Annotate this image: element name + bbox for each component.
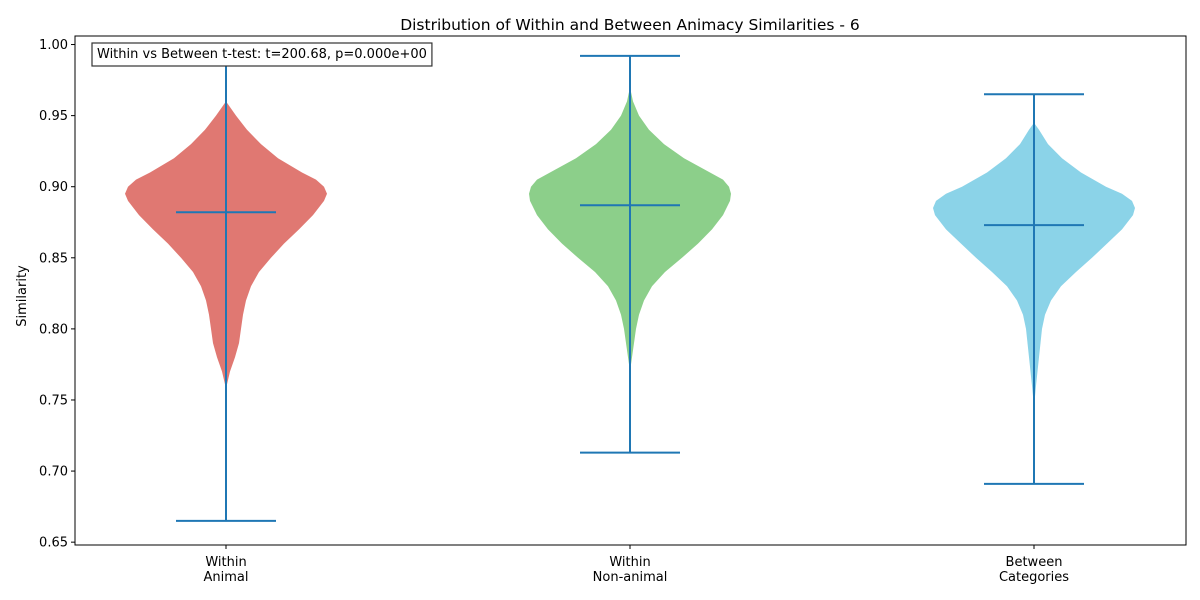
y-tick-label: 0.70 bbox=[39, 465, 68, 480]
y-tick-label: 0.95 bbox=[39, 109, 68, 124]
y-axis: 0.65 0.70 0.75 0.80 0.85 0.90 0.95 1.00 bbox=[39, 38, 75, 551]
x-tick-label: Between Categories bbox=[999, 555, 1069, 585]
t-test-annotation: Within vs Between t-test: t=200.68, p=0.… bbox=[97, 47, 427, 62]
y-axis-label: Similarity bbox=[15, 265, 30, 327]
statistics-lines-layer bbox=[176, 54, 1084, 522]
plot-frame bbox=[74, 35, 1187, 546]
y-tick-label: 0.85 bbox=[39, 251, 68, 266]
x-tick-label: Within Animal bbox=[204, 555, 249, 585]
y-tick-label: 1.00 bbox=[39, 38, 68, 53]
annotation-box: Within vs Between t-test: t=200.68, p=0.… bbox=[91, 42, 433, 67]
y-tick-label: 0.75 bbox=[39, 393, 68, 408]
x-axis: Within Animal Within Non-animal Between Categ… bbox=[204, 545, 1069, 585]
chart-title: Distribution of Within and Between Anima… bbox=[400, 16, 860, 34]
y-tick-label: 0.80 bbox=[39, 322, 68, 337]
annotation-background bbox=[91, 42, 433, 67]
y-tick-label: 0.90 bbox=[39, 180, 68, 195]
x-tick-label: Within Non-animal bbox=[593, 555, 668, 585]
y-tick-label: 0.65 bbox=[39, 536, 68, 551]
